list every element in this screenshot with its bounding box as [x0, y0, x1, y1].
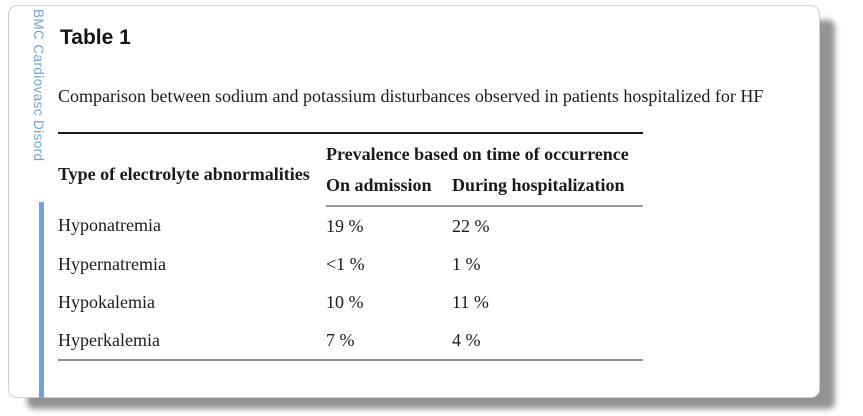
table-row: Hyponatremia 19 % 22 % [58, 206, 643, 245]
row-label: Hypernatremia [58, 253, 166, 274]
cell-on-admission: 19 % [326, 215, 364, 236]
cell-on-admission: <1 % [326, 253, 365, 274]
cell-during-hospitalization: 1 % [452, 253, 481, 274]
row-label: Hyperkalemia [58, 321, 326, 361]
header-sub-row: On admission During hospitalization [58, 167, 643, 207]
row-label: Hyponatremia [58, 215, 161, 235]
cell-during-hospitalization: 4 % [452, 321, 643, 361]
cell-during-hospitalization: 22 % [452, 215, 490, 236]
table-row: Hypernatremia <1 % 1 % [58, 245, 643, 283]
journal-name-vertical: BMC Cardiovasc Disord [31, 9, 46, 162]
electrolyte-table: Type of electrolyte abnormalities Preval… [58, 132, 643, 361]
column-header-type: Type of electrolyte abnormalities [58, 132, 326, 206]
column-header-during-hospitalization: During hospitalization [452, 167, 643, 207]
table-row: Hyperkalemia 7 % 4 % [58, 321, 643, 361]
column-header-on-admission: On admission [326, 167, 452, 207]
cell-on-admission: 10 % [326, 291, 364, 312]
table-row: Hypokalemia 10 % 11 % [58, 283, 643, 321]
row-label: Hypokalemia [58, 291, 155, 312]
table-body: Hyponatremia 19 % 22 % Hypernatremia <1 … [58, 206, 643, 361]
column-header-prevalence-group: Prevalence based on time of occurrence [326, 132, 643, 167]
table-title: Table 1 [60, 26, 131, 49]
cell-on-admission: 7 % [326, 321, 452, 361]
table-caption: Comparison between sodium and potassium … [58, 86, 764, 106]
table-header: Type of electrolyte abnormalities Preval… [58, 132, 643, 207]
article-table-card: BMC Cardiovasc Disord Table 1 Comparison… [8, 5, 820, 398]
cell-during-hospitalization: 11 % [452, 291, 489, 312]
header-group-row: Type of electrolyte abnormalities Preval… [58, 132, 643, 206]
journal-sidebar-rule [39, 202, 44, 398]
